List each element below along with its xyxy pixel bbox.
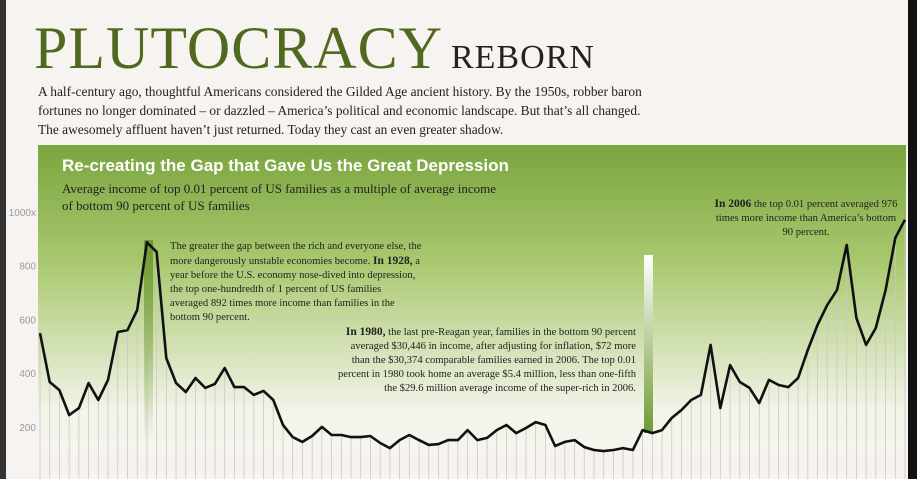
title: PLUTOCRACY REBORN [34, 14, 595, 83]
annotation-text: a year before the U.S. economy nose-dive… [170, 256, 420, 323]
annotation: In 2006 the top 0.01 percent averaged 97… [712, 197, 900, 240]
y-tick-label: 400 [19, 369, 36, 380]
annotation-text: the last pre-Reagan year, families in th… [337, 327, 636, 394]
y-tick-label: 200 [19, 423, 36, 434]
highlight-bar [644, 255, 653, 433]
data-line [38, 219, 907, 453]
annotation-bold: In 1980, [345, 326, 386, 338]
intro-line: A half-century ago, thoughtful Americans… [38, 84, 642, 99]
edge [908, 0, 917, 479]
subtitle-line: Average income of top 0.01 percent of US… [62, 181, 497, 196]
highlight-bar [144, 240, 153, 440]
intro: A half-century ago, thoughtful Americans… [38, 82, 642, 139]
panel [38, 145, 906, 479]
title-suffix: REBORN [450, 39, 595, 76]
y-tick-label: 1000x [9, 208, 36, 219]
annotation: In 1980, the last pre-Reagan year, famil… [336, 325, 636, 396]
y-tick-label: 800 [19, 262, 36, 273]
intro-line: fortunes no longer dominated – or dazzle… [38, 103, 641, 118]
annotation: The greater the gap between the rich and… [170, 240, 422, 325]
chart-subtitle: Average income of top 0.01 percent of US… [62, 180, 496, 214]
annotation-text: the top 0.01 percent averaged 976 times … [715, 199, 898, 238]
edge [0, 0, 6, 479]
annotation-bold: In 1928, [372, 255, 413, 267]
intro-line: The awesomely affluent haven’t just retu… [38, 122, 504, 137]
chart-title: Re-creating the Gap that Gave Us the Gre… [62, 156, 509, 175]
y-tick-label: 600 [19, 315, 36, 326]
annotation-bold: In 2006 [714, 198, 752, 210]
annotation-text: The greater the gap between the rich and… [170, 241, 422, 267]
title-main: PLUTOCRACY [34, 15, 443, 81]
subtitle-line: of bottom 90 percent of US families [62, 198, 250, 213]
